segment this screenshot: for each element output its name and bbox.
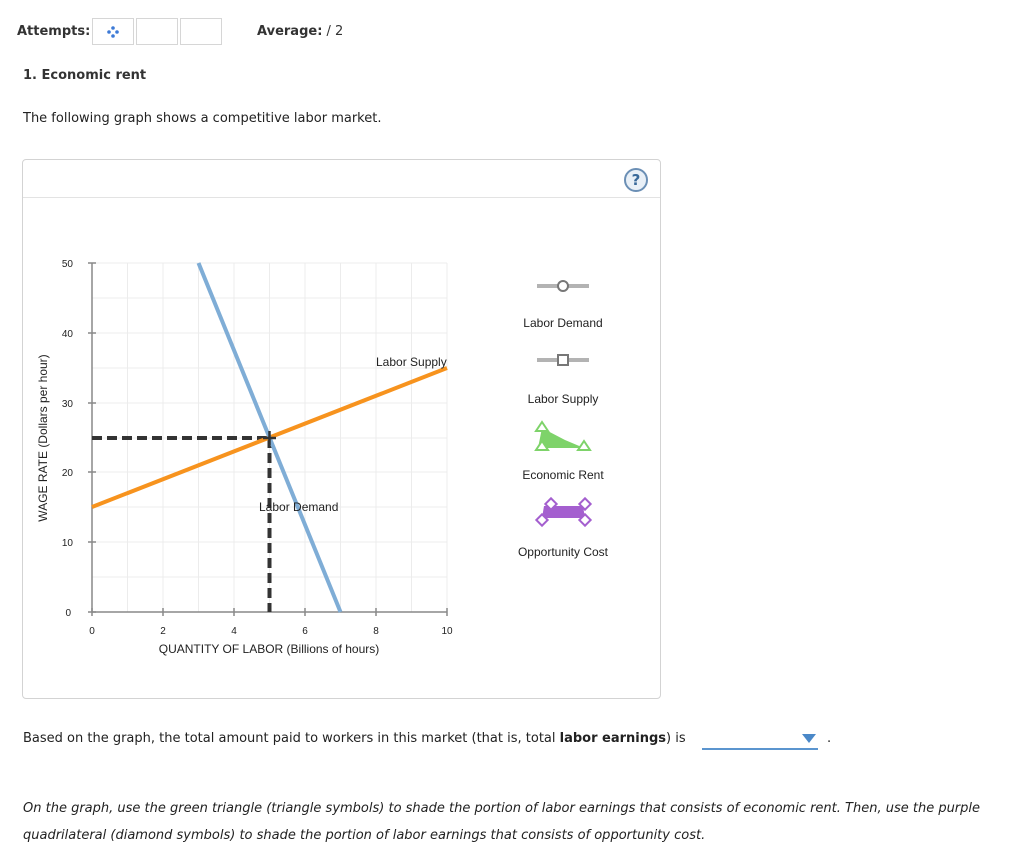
equilibrium-guides [92,436,272,612]
answer-prompt-text-end: ) is [666,731,686,746]
triangle-icon [534,420,550,432]
diamond-icon [577,496,593,512]
labor-market-chart[interactable]: 50 40 30 20 10 0 0 2 4 6 8 10 QUANTITY O… [23,160,660,698]
attempt-box-2 [136,18,178,45]
graph-panel-header: ? [23,160,660,198]
question-intro: The following graph shows a competitive … [23,111,382,126]
average-label: Average: [257,24,323,39]
x-tick-label: 6 [302,626,308,637]
equilibrium-marker [263,431,276,445]
chevron-down-icon [802,734,816,743]
legend-economic-rent-tool[interactable] [534,420,592,451]
help-icon: ? [631,171,641,189]
y-axis-label: WAGE RATE (Dollars per hour) [36,354,50,521]
diamond-icon [534,512,550,528]
labor-supply-curve-label: Labor Supply [376,355,447,369]
labor-earnings-dropdown[interactable] [702,730,818,750]
attempt-box-1 [92,18,134,45]
legend-label-economic-rent: Economic Rent [522,468,604,482]
legend-labor-supply-tool[interactable] [537,354,589,366]
attempts-label: Attempts: [17,24,91,39]
circle-icon [557,280,569,292]
help-button[interactable]: ? [624,168,648,192]
legend-label-labor-demand: Labor Demand [523,316,603,330]
x-tick-label: 4 [231,626,237,637]
diamond-icon [577,512,593,528]
instructions: On the graph, use the green triangle (tr… [23,801,981,843]
y-tick-label: 30 [62,399,74,410]
labor-demand-curve-label: Labor Demand [259,500,338,514]
loading-dots-icon [107,25,119,38]
question-title: 1. Economic rent [23,68,147,83]
legend-label-opportunity-cost: Opportunity Cost [517,545,609,559]
attempt-box-3 [180,18,222,45]
legend-labor-demand-tool[interactable] [537,280,589,292]
average: Average: / 2 [257,24,343,39]
y-tick-label: 10 [62,538,74,549]
y-tick-label: 20 [62,468,74,479]
legend-label-labor-supply: Labor Supply [527,392,599,406]
y-tick-labels: 50 40 30 20 10 0 [62,259,74,619]
x-tick-label: 0 [89,626,95,637]
square-icon [557,354,569,366]
y-tick-label: 40 [62,329,74,340]
x-axis-label: QUANTITY OF LABOR (Billions of hours) [159,642,380,656]
attempt-boxes [92,18,224,45]
x-tick-labels: 0 2 4 6 8 10 [89,626,453,637]
period: . [827,731,832,746]
triangle-icon [534,439,550,451]
answer-prompt-text: Based on the graph, the total amount pai… [23,731,560,746]
triangle-icon [576,439,592,451]
y-tick-label: 50 [62,259,74,270]
answer-prompt: Based on the graph, the total amount pai… [23,731,686,746]
graph-panel: ? 50 40 30 [22,159,661,699]
y-tick-label: 0 [65,608,71,619]
answer-prompt-bold: labor earnings [559,731,667,746]
diamond-icon [543,496,559,512]
x-tick-label: 8 [373,626,379,637]
average-value: / 2 [326,24,344,39]
x-tick-label: 10 [441,626,453,637]
x-tick-label: 2 [160,626,166,637]
legend-opportunity-cost-tool[interactable] [534,496,593,528]
